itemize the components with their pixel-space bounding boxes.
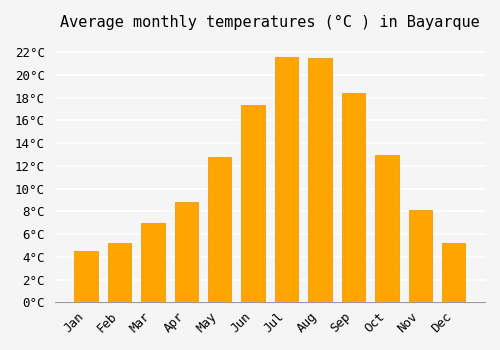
Bar <box>375 155 398 302</box>
Bar <box>108 243 131 302</box>
Title: Average monthly temperatures (°C ) in Bayarque: Average monthly temperatures (°C ) in Ba… <box>60 15 480 30</box>
Bar <box>208 157 232 302</box>
Bar <box>141 223 165 302</box>
Bar <box>442 243 466 302</box>
Bar <box>242 105 265 302</box>
Bar <box>174 202 198 302</box>
Bar <box>275 57 298 302</box>
Bar <box>408 210 432 302</box>
Bar <box>74 251 98 302</box>
Bar <box>308 58 332 302</box>
Bar <box>342 93 365 302</box>
